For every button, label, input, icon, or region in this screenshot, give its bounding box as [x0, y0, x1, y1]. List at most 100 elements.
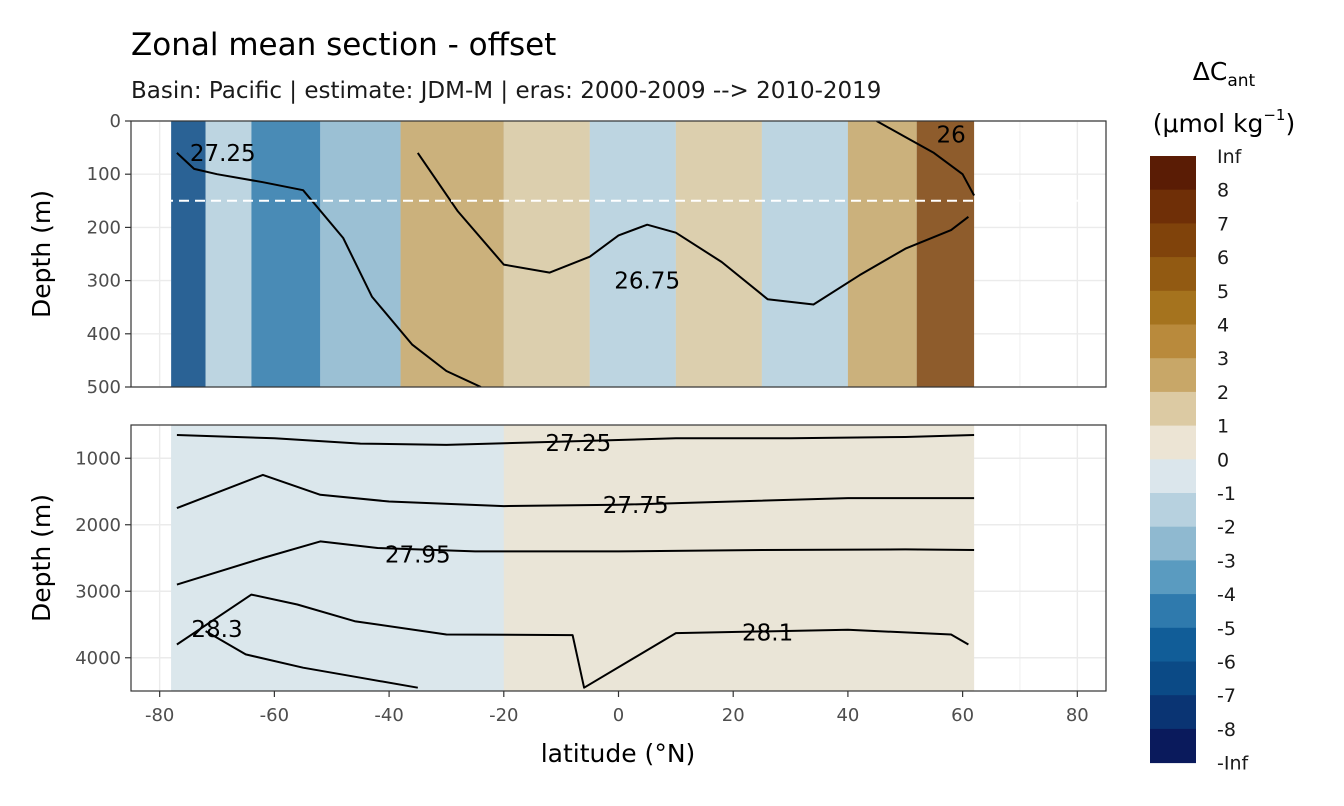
field-band [320, 121, 401, 387]
upper-y-axis-title: Depth (m) [27, 190, 56, 318]
legend-swatch [1150, 425, 1196, 460]
legend-swatch [1150, 493, 1196, 528]
legend-units: (μmol kg−1) [1153, 106, 1295, 138]
legend-tick-labels: Inf 8 7 6 5 4 3 2 1 0 -1 -2 -3 -4 -5 -6 -7 -8 -Inf [1217, 146, 1250, 775]
x-tick-label: -80 [145, 705, 174, 726]
y-tick-label: 500 [87, 377, 121, 398]
legend-units-close: ) [1285, 109, 1295, 138]
lower-y-axis-title: Depth (m) [27, 494, 56, 622]
x-tick-label: -20 [489, 705, 518, 726]
isopycnal-27.25 [176, 152, 482, 387]
field-band [847, 121, 917, 387]
legend-swatch [1150, 156, 1196, 191]
upper-panel: 27.25 26.75 26 0 100 200 300 400 500 Depth (m) [27, 111, 1107, 398]
field-band [503, 121, 590, 387]
legend-swatch [1150, 594, 1196, 629]
x-tick-label: 80 [1066, 705, 1089, 726]
isopycnal-27.75 [176, 473, 975, 510]
contour-label: 28.1 [742, 620, 793, 646]
upper-field [171, 121, 975, 387]
x-tick-label: 60 [951, 705, 974, 726]
legend-swatch [1150, 526, 1196, 561]
legend-title-subscript: ant [1227, 71, 1255, 91]
field-band [171, 425, 504, 691]
legend-swatch [1150, 223, 1196, 258]
y-tick-label: 3000 [75, 581, 121, 602]
isopycnal-27.95 [176, 540, 975, 586]
legend-swatch [1150, 661, 1196, 696]
legend-tick-label: 6 [1217, 247, 1229, 269]
y-tick-label: 100 [87, 164, 121, 185]
legend-swatch [1150, 459, 1196, 494]
legend-swatch [1150, 728, 1196, 764]
field-band [916, 121, 975, 387]
legend-tick-label: -1 [1217, 483, 1236, 505]
x-ticks: -80 -60 -40 -20 0 20 40 60 80 [145, 691, 1089, 726]
field-band [205, 121, 252, 387]
legend-units-superscript: −1 [1263, 106, 1285, 124]
field-band [171, 121, 206, 387]
field-band [503, 425, 975, 691]
legend-swatch [1150, 358, 1196, 393]
lower-y-ticks: 1000 2000 3000 4000 [75, 448, 131, 669]
isopycnal-26 [876, 121, 975, 196]
y-tick-label: 400 [87, 324, 121, 345]
y-tick-label: 300 [87, 271, 121, 292]
legend-tick-label: 1 [1217, 416, 1229, 438]
lower-field [171, 425, 975, 691]
legend-tick-label: 8 [1217, 180, 1229, 202]
legend-tick-label: -Inf [1217, 753, 1250, 775]
legend-swatch [1150, 391, 1196, 427]
isopycnal-27.25 [176, 434, 975, 446]
upper-panel-border [130, 120, 1107, 388]
x-axis-title: latitude (°N) [541, 739, 696, 768]
isopycnal-26.75 [416, 152, 970, 306]
legend-tick-label: -6 [1217, 652, 1236, 674]
upper-contours [176, 121, 975, 387]
x-tick-label: 20 [722, 705, 745, 726]
legend-tick-label: 2 [1217, 382, 1229, 404]
legend-tick-label: -4 [1217, 584, 1236, 606]
legend-swatch [1150, 290, 1196, 325]
legend-tick-label: 0 [1217, 449, 1229, 471]
contour-label: 28.3 [191, 617, 242, 643]
legend-tick-label: 7 [1217, 213, 1229, 235]
legend-units-main: (μmol kg [1153, 109, 1264, 138]
isopycnal-28.3 [205, 630, 418, 689]
x-tick-label: 0 [613, 705, 624, 726]
x-tick-label: -60 [260, 705, 289, 726]
chart-subtitle: Basin: Pacific | estimate: JDM-M | eras:… [131, 78, 881, 104]
legend-swatch [1150, 257, 1196, 292]
contour-label: 27.95 [385, 543, 451, 569]
chart-title: Zonal mean section - offset [131, 27, 556, 63]
lower-contours [176, 434, 975, 689]
legend-tick-label: Inf [1217, 146, 1243, 168]
legend: ΔCant (μmol kg−1) Inf 8 7 6 5 4 3 2 1 0 -1 -2 -3 -4 -5… [1150, 57, 1295, 775]
legend-title: ΔCant [1193, 57, 1256, 91]
legend-tick-label: 4 [1217, 315, 1229, 337]
legend-tick-label: -2 [1217, 517, 1236, 539]
legend-tick-label: -7 [1217, 685, 1236, 707]
legend-tick-label: 3 [1217, 348, 1229, 370]
contour-label: 26 [937, 122, 966, 148]
upper-contour-labels: 27.25 26.75 26 [190, 122, 966, 294]
field-band [400, 121, 504, 387]
legend-tick-label: -8 [1217, 719, 1236, 741]
upper-y-ticks: 0 100 200 300 400 500 [87, 111, 131, 398]
legend-title-main: ΔC [1193, 57, 1228, 86]
y-tick-label: 2000 [75, 515, 121, 536]
y-tick-label: 200 [87, 217, 121, 238]
legend-swatch [1150, 189, 1196, 224]
contour-label: 27.25 [545, 431, 611, 457]
isopycnal-28.1 [176, 593, 969, 689]
contour-label: 27.75 [603, 493, 669, 519]
field-band [589, 121, 676, 387]
legend-swatch [1150, 627, 1196, 662]
legend-tick-label: -5 [1217, 618, 1236, 640]
field-band [675, 121, 762, 387]
contour-label: 26.75 [614, 269, 680, 295]
y-tick-label: 1000 [75, 448, 121, 469]
legend-tick-label: 5 [1217, 281, 1229, 303]
x-tick-label: 40 [836, 705, 859, 726]
